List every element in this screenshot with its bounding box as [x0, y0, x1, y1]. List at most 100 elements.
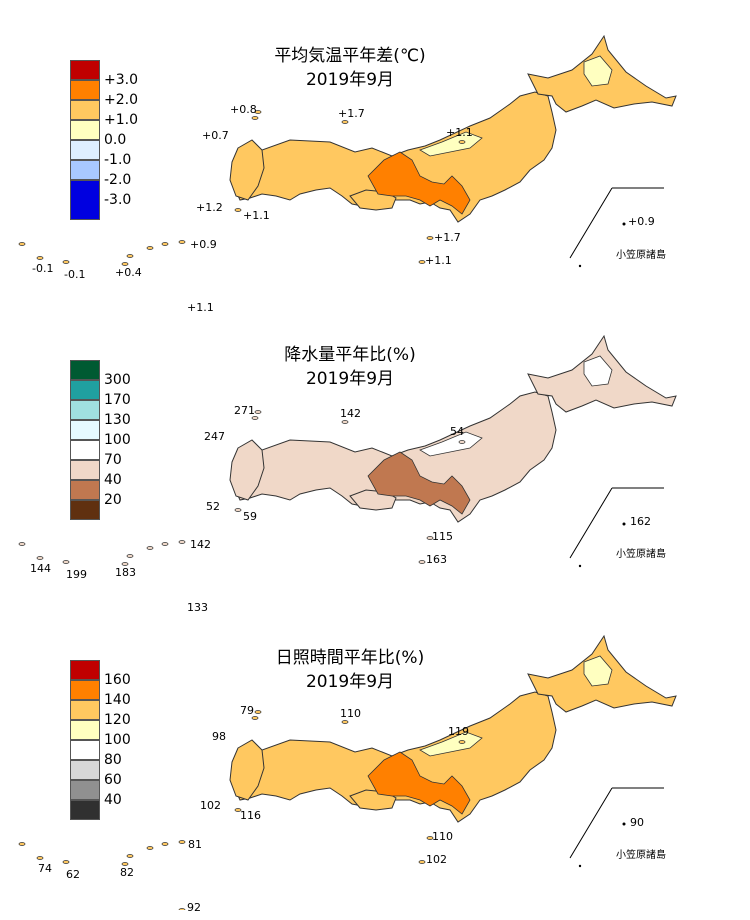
legend-tick: 140 — [104, 692, 131, 708]
island — [622, 822, 626, 826]
legend-swatch — [70, 760, 100, 780]
legend-swatch — [70, 460, 100, 480]
japan-map — [18, 334, 677, 568]
legend-swatch — [70, 720, 100, 740]
station-value: +1.1 — [425, 254, 452, 267]
bonin-islands-label: 小笠原諸島 — [616, 250, 666, 261]
station-value: 102 — [426, 853, 447, 866]
island — [62, 260, 70, 264]
legend-swatch — [70, 360, 100, 380]
legend-swatch — [70, 100, 100, 120]
legend-swatch — [70, 80, 100, 100]
island — [578, 564, 582, 568]
island — [126, 554, 134, 558]
station-value: 54 — [450, 425, 464, 438]
island — [418, 560, 426, 564]
anomaly-zone-low — [583, 655, 613, 687]
panel-title: 日照時間平年比(%) — [275, 648, 425, 668]
station-value: 82 — [120, 866, 134, 879]
legend-swatch — [70, 780, 100, 800]
island — [426, 236, 434, 240]
anomaly-zone-low — [583, 355, 613, 387]
island — [341, 720, 349, 724]
legend-tick: 40 — [104, 792, 122, 808]
legend-swatch — [70, 160, 100, 180]
island — [578, 264, 582, 268]
island — [18, 542, 26, 546]
station-value: +0.9 — [190, 238, 217, 251]
island — [146, 246, 154, 250]
legend-swatch — [70, 380, 100, 400]
inset-frame — [569, 487, 664, 559]
map-layer — [18, 334, 677, 568]
island — [161, 242, 169, 246]
island — [161, 842, 169, 846]
island — [426, 536, 434, 540]
legend-tick: 130 — [104, 412, 131, 428]
island — [126, 854, 134, 858]
station-value: 247 — [204, 430, 225, 443]
legend-swatch — [70, 440, 100, 460]
panel-title: 平均気温平年差(℃) — [274, 46, 426, 66]
legend-swatch — [70, 740, 100, 760]
island — [36, 256, 44, 260]
anomaly-zone-high — [367, 451, 471, 515]
station-value: +1.1 — [446, 126, 473, 139]
island — [234, 508, 242, 512]
island — [178, 240, 186, 244]
station-value: 92 — [187, 901, 201, 914]
island — [254, 710, 262, 714]
inset-frame — [569, 187, 664, 259]
island — [251, 116, 259, 120]
island — [254, 110, 262, 114]
island — [178, 540, 186, 544]
legend-tick: 120 — [104, 712, 131, 728]
station-value: 62 — [66, 868, 80, 881]
island — [18, 842, 26, 846]
sunshine-ratio-panel: 日照時間平年比(%) 2019年9月 160 140 120 100 80 60… — [0, 610, 750, 914]
legend-tick: 100 — [104, 432, 131, 448]
anomaly-zone-low — [419, 731, 483, 757]
station-value: 142 — [190, 538, 211, 551]
station-value: 98 — [212, 730, 226, 743]
station-value: 102 — [200, 799, 221, 812]
legend-tick: 40 — [104, 472, 122, 488]
legend-swatch — [70, 660, 100, 680]
station-value: 110 — [340, 707, 361, 720]
island — [36, 856, 44, 860]
island — [341, 420, 349, 424]
legend-tick: -2.0 — [104, 172, 132, 188]
station-value: +0.7 — [202, 129, 229, 142]
legend-tick: 0.0 — [104, 132, 127, 148]
legend-swatch — [70, 400, 100, 420]
station-value: 81 — [188, 838, 202, 851]
station-value: +1.7 — [434, 231, 461, 244]
station-value: 74 — [38, 862, 52, 875]
island — [418, 260, 426, 264]
legend-tick: 20 — [104, 492, 122, 508]
bonin-islands-label: 小笠原諸島 — [616, 850, 666, 861]
station-value: 183 — [115, 566, 136, 579]
panel-subtitle: 2019年9月 — [305, 369, 395, 389]
legend-swatch — [70, 480, 100, 500]
station-value: +1.1 — [243, 209, 270, 222]
station-value: 162 — [630, 515, 651, 528]
station-value: +1.2 — [196, 201, 223, 214]
station-value: 142 — [340, 407, 361, 420]
island — [251, 416, 259, 420]
legend-tick: -1.0 — [104, 152, 132, 168]
anomaly-zone-low — [419, 131, 483, 157]
island — [62, 560, 70, 564]
station-value: 199 — [66, 568, 87, 581]
island — [18, 242, 26, 246]
island — [62, 860, 70, 864]
legend-tick: 170 — [104, 392, 131, 408]
station-value: 110 — [432, 830, 453, 843]
kyushu-region — [229, 739, 265, 801]
panel-subtitle: 2019年9月 — [305, 672, 395, 692]
temperature-anomaly-panel: 平均気温平年差(℃) 2019年9月 +3.0 +2.0 +1.0 0.0 -1… — [0, 0, 750, 314]
island — [121, 562, 129, 566]
legend-tick: -3.0 — [104, 192, 132, 208]
kyushu-region — [229, 439, 265, 501]
station-value: 59 — [243, 510, 257, 523]
